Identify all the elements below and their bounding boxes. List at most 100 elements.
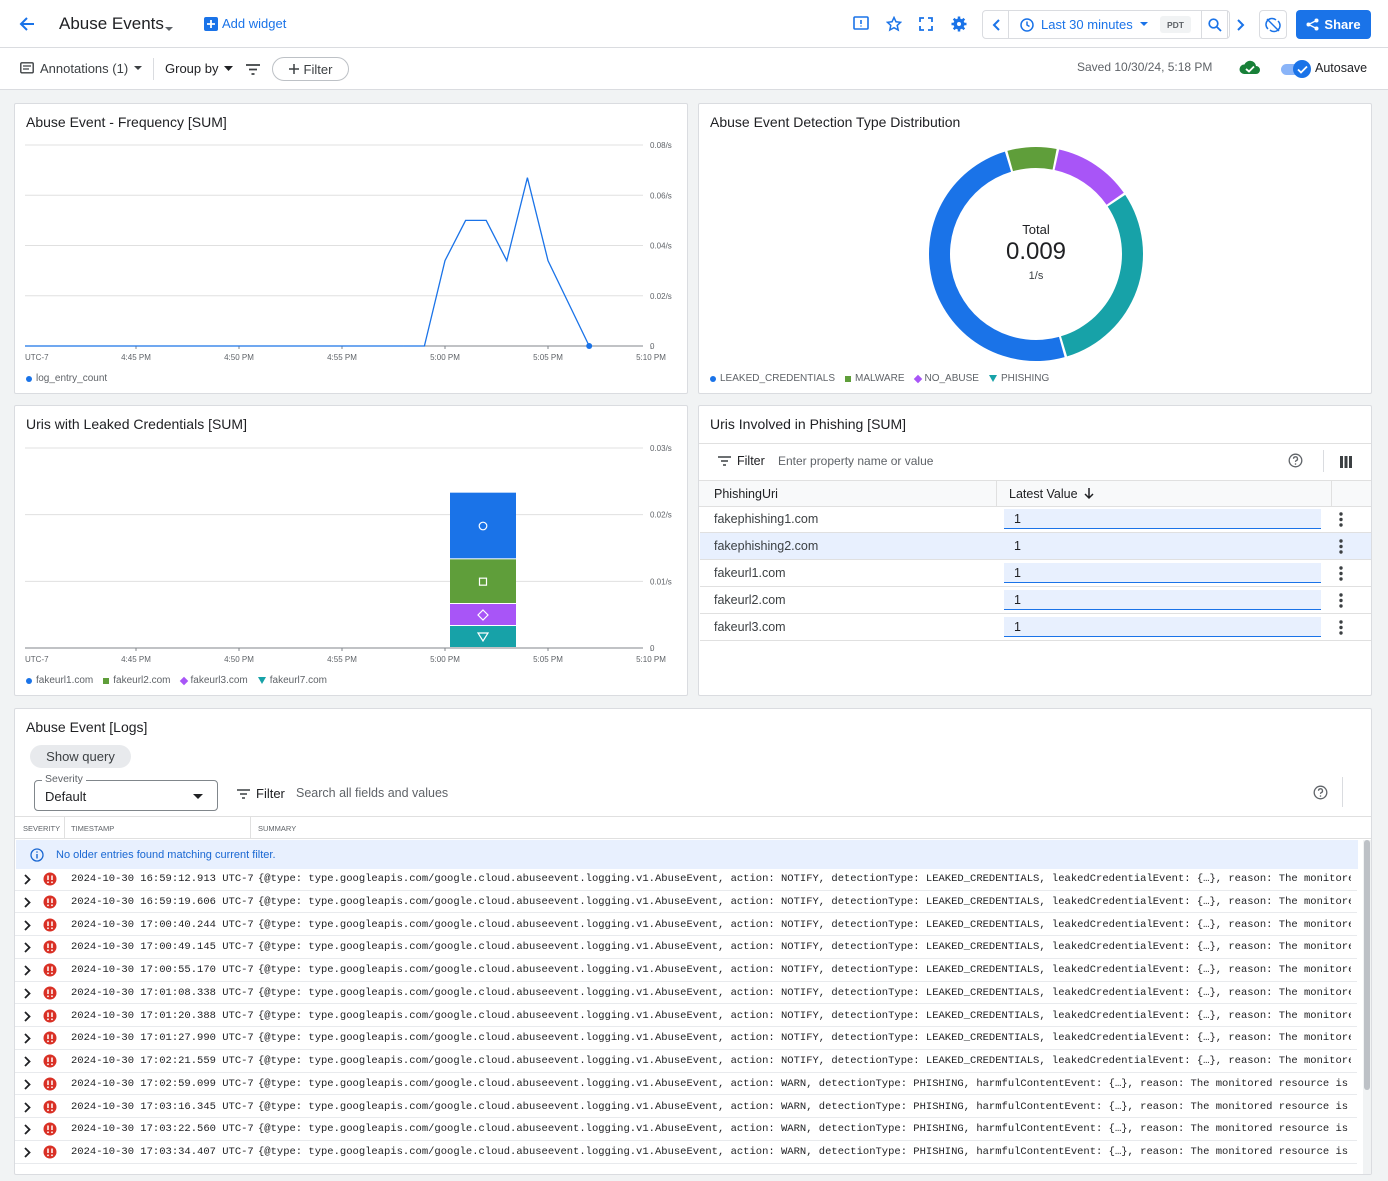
auto-refresh-off-icon[interactable]: [1259, 10, 1287, 39]
table-row[interactable]: fakephishing2.com 1: [700, 533, 1371, 560]
help-icon[interactable]: [1288, 453, 1303, 473]
expand-chevron-icon[interactable]: [24, 1124, 31, 1135]
diamond-marker-icon: [179, 676, 188, 685]
severity-select[interactable]: Severity Default: [34, 773, 218, 811]
expand-chevron-icon[interactable]: [24, 1101, 31, 1113]
time-next-chevron-icon[interactable]: [1229, 11, 1252, 38]
log-row[interactable]: 2024-10-30 17:03:22.560 UTC-7 {@type: typ…: [15, 1118, 1357, 1141]
log-row[interactable]: 2024-10-30 17:01:08.338 UTC-7 {@type: typ…: [15, 982, 1357, 1005]
logs-search-input[interactable]: Search all fields and values: [296, 786, 449, 800]
share-button[interactable]: Share: [1296, 10, 1371, 39]
dashboard-toolbar: Annotations (1) Group by Filter Saved 10…: [0, 48, 1388, 90]
logs-scrollbar[interactable]: [1363, 840, 1371, 1174]
group-by-button[interactable]: Group by: [165, 61, 234, 76]
expand-chevron-icon[interactable]: [24, 1056, 31, 1067]
value-bar: 1: [1004, 617, 1321, 637]
column-header-summary[interactable]: SUMMARY: [258, 824, 297, 833]
expand-chevron-icon[interactable]: [24, 897, 31, 908]
table-row[interactable]: fakephishing1.com 1: [700, 506, 1371, 533]
legend-item-malware[interactable]: MALWARE: [845, 373, 905, 384]
annotations-button[interactable]: Annotations (1): [20, 61, 143, 76]
table-row[interactable]: fakeurl3.com 1: [700, 614, 1371, 641]
latest-value-cell: 1: [1014, 593, 1021, 607]
logs-header-row: [15, 816, 1371, 839]
log-row[interactable]: 2024-10-30 17:00:49.145 UTC-7 {@type: typ…: [15, 936, 1357, 959]
zoom-search-icon[interactable]: [1201, 11, 1228, 38]
column-picker-icon[interactable]: [1340, 455, 1352, 473]
phishing-uri-cell: fakephishing2.com: [714, 539, 819, 553]
column-header-timestamp[interactable]: TIMESTAMP: [71, 824, 115, 833]
show-query-button[interactable]: Show query: [30, 745, 131, 768]
column-header-phishing-uri[interactable]: PhishingUri: [714, 487, 778, 501]
feedback-icon[interactable]: [852, 15, 870, 33]
legend-item-leaked-credentials[interactable]: LEAKED_CREDENTIALS: [710, 373, 835, 384]
back-arrow-icon[interactable]: [14, 12, 40, 36]
column-header-latest-value[interactable]: Latest Value: [1009, 487, 1094, 501]
legend-item-fakeurl2[interactable]: fakeurl2.com: [103, 675, 171, 686]
help-icon[interactable]: [1313, 785, 1328, 805]
expand-chevron-icon[interactable]: [24, 988, 31, 999]
fullscreen-icon[interactable]: [917, 15, 935, 33]
autosave-toggle[interactable]: [1279, 60, 1311, 78]
log-row[interactable]: 2024-10-30 17:01:27.990 UTC-7 {@type: typ…: [15, 1027, 1357, 1050]
dashboard-title[interactable]: Abuse Events: [59, 14, 164, 33]
more-vert-icon[interactable]: [1339, 512, 1343, 527]
log-summary: {@type: type.googleapis.com/google.cloud…: [258, 1100, 1351, 1113]
table-row[interactable]: fakeurl1.com 1: [700, 560, 1371, 587]
log-row[interactable]: 2024-10-30 16:59:19.606 UTC-7 {@type: typ…: [15, 891, 1357, 914]
logs-info-banner: No older entries found matching current …: [16, 840, 1358, 869]
legend-item-fakeurl1[interactable]: fakeurl1.com: [26, 675, 93, 686]
expand-chevron-icon[interactable]: [24, 1079, 31, 1090]
log-row[interactable]: 2024-10-30 17:03:16.345 UTC-7 {@type: typ…: [15, 1096, 1357, 1119]
log-summary: {@type: type.googleapis.com/google.cloud…: [258, 986, 1351, 999]
filter-list-icon[interactable]: [245, 61, 261, 77]
more-vert-icon[interactable]: [1339, 620, 1343, 635]
more-vert-icon[interactable]: [1339, 593, 1343, 608]
triangle-marker-icon: [476, 632, 490, 643]
table-row[interactable]: fakeurl2.com 1: [700, 587, 1371, 614]
expand-chevron-icon[interactable]: [24, 942, 31, 953]
legend-item-fakeurl3[interactable]: fakeurl3.com: [179, 675, 248, 686]
more-vert-icon[interactable]: [1339, 539, 1343, 554]
expand-chevron-icon[interactable]: [24, 1033, 31, 1044]
log-row[interactable]: 2024-10-30 17:02:59.099 UTC-7 {@type: typ…: [15, 1073, 1357, 1096]
log-row[interactable]: 2024-10-30 17:00:40.244 UTC-7 {@type: typ…: [15, 914, 1357, 937]
add-widget-button[interactable]: Add widget: [204, 16, 286, 31]
column-header-severity[interactable]: SEVERITY: [23, 824, 61, 833]
title-dropdown-icon[interactable]: [164, 19, 174, 37]
time-range-selector[interactable]: Last 30 minutes: [1020, 17, 1148, 32]
check-icon: [1293, 60, 1311, 78]
timezone-badge[interactable]: PDT: [1160, 16, 1191, 33]
legend-item-phishing[interactable]: PHISHING: [988, 373, 1049, 384]
log-summary: {@type: type.googleapis.com/google.cloud…: [258, 941, 1351, 954]
expand-chevron-icon[interactable]: [24, 1010, 31, 1022]
table-filter-input[interactable]: Enter property name or value: [778, 454, 934, 468]
severity-field-label: Severity: [42, 773, 86, 785]
log-row[interactable]: 2024-10-30 17:02:21.559 UTC-7 {@type: typ…: [15, 1050, 1357, 1073]
expand-chevron-icon[interactable]: [24, 1147, 31, 1158]
legend-item-log-entry-count[interactable]: log_entry_count: [26, 373, 107, 384]
legend-item-fakeurl7[interactable]: fakeurl7.com: [257, 675, 327, 686]
expand-chevron-icon[interactable]: [24, 874, 31, 885]
more-vert-icon[interactable]: [1339, 566, 1343, 581]
log-row[interactable]: 2024-10-30 17:00:55.170 UTC-7 {@type: typ…: [15, 959, 1357, 982]
time-prev-chevron-icon[interactable]: [983, 11, 1009, 38]
y-tick-label: 0.08/s: [650, 141, 672, 150]
legend-item-no-abuse[interactable]: NO_ABUSE: [913, 373, 979, 384]
column-divider: [250, 817, 251, 838]
phishing-uri-cell: fakeurl2.com: [714, 593, 786, 607]
log-row[interactable]: 2024-10-30 16:59:12.913 UTC-7 {@type: typ…: [15, 868, 1357, 891]
log-row[interactable]: 2024-10-30 17:03:34.407 UTC-7 {@type: typ…: [15, 1141, 1357, 1164]
expand-chevron-icon[interactable]: [24, 919, 31, 931]
table-filter-button[interactable]: Filter: [718, 454, 765, 468]
star-icon[interactable]: [885, 15, 903, 33]
time-range-dropdown-icon: [1139, 22, 1148, 26]
log-row[interactable]: 2024-10-30 17:01:20.388 UTC-7 {@type: typ…: [15, 1005, 1357, 1028]
add-filter-chip[interactable]: Filter: [272, 57, 349, 81]
diamond-marker-icon: [913, 374, 922, 383]
expand-chevron-icon[interactable]: [24, 965, 31, 976]
logs-filter-button[interactable]: Filter: [237, 786, 285, 801]
bar-segment-fakeurl7: [450, 626, 516, 647]
settings-gear-icon[interactable]: [950, 15, 968, 33]
scrollbar-thumb[interactable]: [1364, 840, 1370, 1090]
